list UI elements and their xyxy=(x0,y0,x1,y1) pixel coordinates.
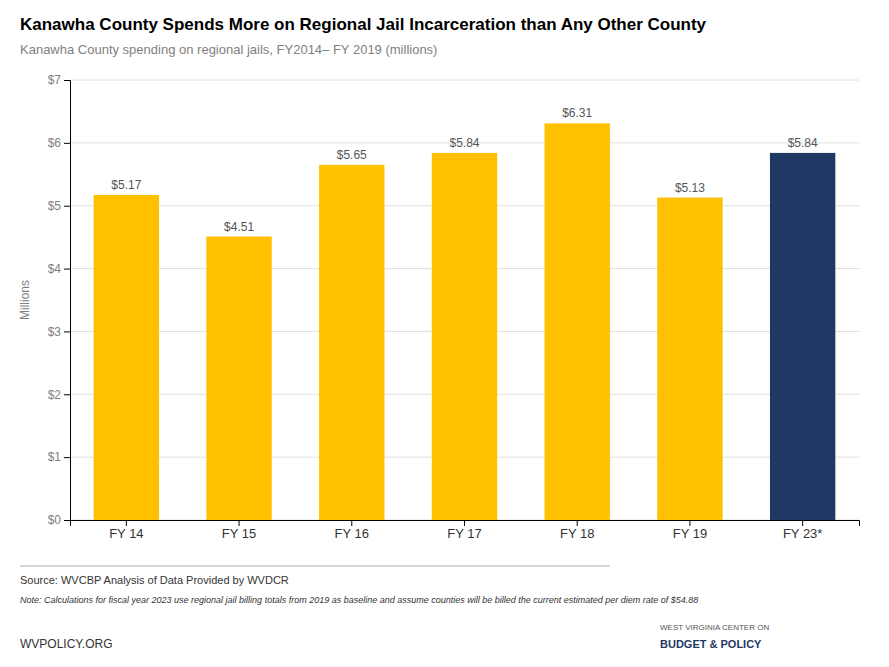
y-tick-label: $1 xyxy=(48,450,62,464)
x-tick: FY 18 xyxy=(560,520,594,541)
x-tick-label: FY 18 xyxy=(560,526,594,541)
y-tick: $3 xyxy=(48,325,70,339)
x-tick-mark xyxy=(126,520,127,526)
y-tick: $7 xyxy=(48,73,70,87)
x-tick: FY 15 xyxy=(222,520,256,541)
y-tick-label: $4 xyxy=(48,262,62,276)
y-tick: $1 xyxy=(48,450,70,464)
logo-text: WEST VIRGINIA CENTER ON xyxy=(660,623,769,632)
chart-svg: Kanawha County Spends More on Regional J… xyxy=(0,0,889,667)
data-labels: $5.17 $4.51 $5.65 $5.84 $6.31 $5.13 $5.84 xyxy=(111,106,818,233)
x-tick: FY 14 xyxy=(109,520,143,541)
x-tick-label: FY 23* xyxy=(783,526,823,541)
bar xyxy=(319,165,384,520)
y-tick-label: $6 xyxy=(48,136,62,150)
x-tick-label: FY 15 xyxy=(222,526,256,541)
y-tick-mark xyxy=(64,394,70,395)
x-tick-label: FY 16 xyxy=(335,526,369,541)
x-tick: FY 16 xyxy=(335,520,369,541)
data-label: $5.13 xyxy=(675,181,705,195)
y-tick-label: $2 xyxy=(48,388,62,402)
bar xyxy=(657,198,722,520)
y-axis-line xyxy=(64,81,71,521)
y-tick-label: $5 xyxy=(48,199,62,213)
y-tick-mark xyxy=(64,269,70,270)
y-tick-label: $3 xyxy=(48,325,62,339)
y-tick-mark xyxy=(64,457,70,458)
x-tick-mark xyxy=(802,520,803,526)
grid-line xyxy=(70,80,859,81)
y-tick-label: $0 xyxy=(48,513,62,527)
x-tick-mark xyxy=(577,520,578,526)
x-tick-mark xyxy=(689,520,690,526)
bar xyxy=(432,153,497,520)
x-tick-mark xyxy=(464,520,465,526)
x-tick-mark xyxy=(351,520,352,526)
data-label: $5.84 xyxy=(788,136,818,150)
source: Source: WVCBP Analysis of Data Provided … xyxy=(20,574,289,586)
bars xyxy=(94,123,836,520)
title: Kanawha County Spends More on Regional J… xyxy=(20,15,707,34)
y-tick-mark xyxy=(64,331,70,332)
grid xyxy=(70,80,859,520)
y-tick-mark xyxy=(64,143,70,144)
y-tick: $4 xyxy=(48,262,70,276)
x-tick: FY 19 xyxy=(673,520,707,541)
plot-area: $0$1$2$3$4$5$6$7FY 14FY 15FY 16FY 17FY 1… xyxy=(48,73,860,541)
separator xyxy=(20,566,610,567)
y-tick-mark xyxy=(64,80,70,81)
data-label: $6.31 xyxy=(562,106,592,120)
x-tick-label: FY 17 xyxy=(447,526,481,541)
x-tick: FY 23* xyxy=(783,520,823,541)
y-tick-label: $7 xyxy=(48,73,62,87)
y-tick-mark xyxy=(64,520,70,521)
x-tick-mark xyxy=(239,520,240,526)
y-axis: $0 $1 $2 $3 $4 $5 $6 $7 xyxy=(48,73,71,527)
y-tick-mark xyxy=(64,206,70,207)
subtitle: Kanawha County spending on regional jail… xyxy=(20,42,437,57)
y-tick: $5 xyxy=(48,199,70,213)
bar xyxy=(770,153,835,520)
bar xyxy=(206,237,271,520)
x-axis: FY 14 FY 15 FY 16 FY 17 FY 18 FY 19 FY 23* xyxy=(71,520,860,541)
data-label: $5.84 xyxy=(449,136,479,150)
logo-text: BUDGET & POLICY xyxy=(660,638,762,650)
website: WVPOLICY.ORG xyxy=(20,637,112,651)
bar xyxy=(545,123,610,520)
data-label: $4.51 xyxy=(224,220,254,234)
data-label: $5.65 xyxy=(337,148,367,162)
y-tick: $0 xyxy=(48,513,70,527)
x-tick-label: FY 14 xyxy=(109,526,143,541)
x-axis-line xyxy=(71,521,860,527)
y-tick: $6 xyxy=(48,136,70,150)
bar xyxy=(94,195,159,520)
note: Note: Calculations for fiscal year 2023 … xyxy=(20,595,698,605)
x-tick-label: FY 19 xyxy=(673,526,707,541)
x-tick: FY 17 xyxy=(447,520,481,541)
y-tick: $2 xyxy=(48,388,70,402)
data-label: $5.17 xyxy=(111,178,141,192)
y-axis-title: Millions xyxy=(18,280,32,320)
